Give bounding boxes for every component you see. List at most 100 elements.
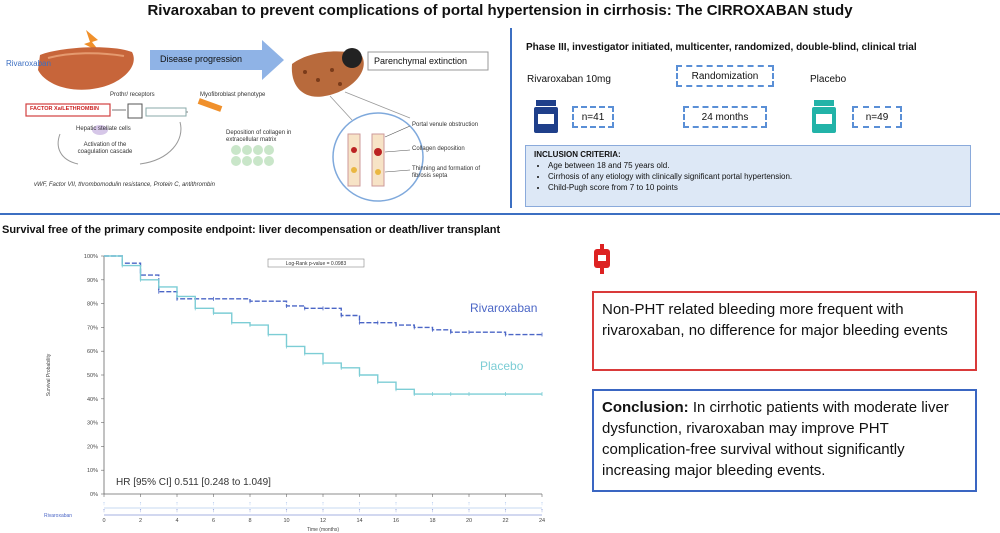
- risk-marker: ↑: [358, 508, 361, 514]
- x-tick-label: 6: [212, 518, 215, 524]
- y-tick-label: 10%: [87, 468, 98, 474]
- x-tick-label: 0: [102, 518, 105, 524]
- inclusion-item: Cirrhosis of any etiology with clinicall…: [548, 171, 962, 182]
- inclusion-item: Age between 18 and 75 years old.: [548, 160, 962, 171]
- x-tick-label: 10: [283, 518, 289, 524]
- disease-progression-label: Disease progression: [160, 54, 243, 64]
- risk-marker: ↑: [541, 501, 544, 507]
- progression-arrow: [150, 40, 284, 80]
- parenchymal-extinction-label: Parenchymal extinction: [374, 56, 468, 66]
- collagen-label: Collagen deposition: [412, 146, 465, 152]
- risk-marker: ↑: [322, 501, 325, 507]
- risk-marker: ↑: [176, 508, 179, 514]
- portal-venule-label: Portal venule obstruction: [412, 122, 479, 128]
- risk-marker: ↑: [249, 508, 252, 514]
- pill-bottle-blue-icon: [534, 100, 558, 133]
- x-tick-label: 4: [175, 518, 178, 524]
- placebo-curve: [104, 255, 542, 395]
- collagen-cells: [231, 145, 274, 166]
- pill-bottle-teal-icon: [812, 100, 836, 133]
- thinning-label: Thinning and formation of fibrosis septa: [412, 166, 481, 179]
- rivaroxaban-label: Rivaroxaban: [470, 301, 537, 315]
- risk-marker: ↑: [541, 508, 544, 514]
- x-tick-label: 22: [502, 518, 508, 524]
- myofibroblast-label: Myofibroblast phenotype: [200, 92, 266, 98]
- risk-marker: ↑: [322, 508, 325, 514]
- risk-marker: ↑: [139, 501, 142, 507]
- y-tick-label: 40%: [87, 397, 98, 403]
- risk-marker: ↑: [468, 508, 471, 514]
- n-placebo-box: n=49: [852, 106, 902, 128]
- x-tick-label: 14: [356, 518, 362, 524]
- randomization-box: Randomization: [676, 65, 774, 87]
- risk-marker: ↑: [504, 501, 507, 507]
- duration-box: 24 months: [683, 106, 767, 128]
- risk-marker: ↑: [212, 501, 215, 507]
- bleeding-box: Non-PHT related bleeding more frequent w…: [592, 291, 977, 371]
- logrank-box: [267, 258, 365, 268]
- y-tick-label: 80%: [87, 302, 98, 308]
- syringe-icon: [197, 98, 223, 112]
- risk-marker: ↑: [212, 508, 215, 514]
- y-tick-label: 50%: [87, 373, 98, 379]
- rivaroxaban-curve: [104, 255, 542, 336]
- arm-a-label: Rivaroxaban 10mg: [527, 74, 611, 85]
- inclusion-heading: INCLUSION CRITERIA:: [534, 150, 621, 159]
- x-tick-label: 8: [248, 518, 251, 524]
- y-tick-label: 70%: [87, 325, 98, 331]
- y-axis-label: Survival Probability: [46, 353, 52, 396]
- risk-marker: ↑: [395, 508, 398, 514]
- risk-marker: ↑: [176, 501, 179, 507]
- y-tick-label: 0%: [90, 492, 98, 498]
- x-tick-label: 20: [466, 518, 472, 524]
- y-tick-label: 60%: [87, 349, 98, 355]
- arm-b-label: Placebo: [810, 74, 847, 85]
- risk-marker: ↑: [504, 508, 507, 514]
- inclusion-criteria-box: INCLUSION CRITERIA: Age between 18 and 7…: [525, 145, 971, 207]
- km-title: Survival free of the primary composite e…: [2, 224, 501, 236]
- risk-row-label: Rivaroxaban: [44, 513, 72, 519]
- vertical-divider: [510, 28, 512, 208]
- x-tick-label: 12: [320, 518, 326, 524]
- risk-marker: ↑: [468, 501, 471, 507]
- x-axis-label: Time (months): [307, 527, 339, 533]
- horizontal-divider: [0, 213, 1000, 215]
- risk-marker: ↑: [285, 508, 288, 514]
- risk-marker: ↑: [395, 501, 398, 507]
- factors-note: vWF, Factor VII, thrombomodulin resistan…: [34, 182, 215, 188]
- y-tick-label: 20%: [87, 444, 98, 450]
- y-tick-label: 100%: [84, 254, 98, 260]
- y-tick-label: 30%: [87, 421, 98, 427]
- x-tick-label: 2: [139, 518, 142, 524]
- collagen-deposition-label: Deposition of collagen in extracellular …: [226, 130, 292, 143]
- conclusion-box: Conclusion: In cirrhotic patients with m…: [592, 389, 977, 492]
- mechanism-illustration: [25, 30, 489, 202]
- risk-marker: ↑: [285, 501, 288, 507]
- inclusion-list: Age between 18 and 75 years old. Cirrhos…: [534, 160, 962, 193]
- factor-label: FACTOR Xa/LETHROMBIN: [30, 106, 99, 112]
- rivaroxaban-mech-label: Rivaroxaban: [6, 59, 51, 68]
- inclusion-item: Child-Pugh score from 7 to 10 points: [548, 182, 962, 193]
- risk-marker: ↑: [103, 501, 106, 507]
- conclusion-label: Conclusion:: [602, 399, 689, 416]
- activation-label: Activation of the coagulation cascade: [77, 142, 133, 155]
- n-rivaroxaban-box: n=41: [572, 106, 614, 128]
- risk-marker: ↑: [249, 501, 252, 507]
- liver-left-icon: [38, 47, 134, 90]
- hr-text: HR [95% CI] 0.511 [0.248 to 1.049]: [116, 477, 271, 488]
- x-tick-label: 16: [393, 518, 399, 524]
- risk-marker: ↑: [103, 508, 106, 514]
- x-tick-label: 24: [539, 518, 545, 524]
- y-tick-label: 90%: [87, 278, 98, 284]
- logrank-text: Log-Rank p-value = 0.0983: [286, 261, 347, 267]
- blood-bag-icon: [594, 244, 610, 274]
- conclusion-text: In cirrhotic patients with moderate live…: [602, 399, 949, 479]
- trial-design-heading: Phase III, investigator initiated, multi…: [526, 42, 917, 53]
- risk-marker: ↑: [431, 501, 434, 507]
- bleeding-text: Non-PHT related bleeding more frequent w…: [602, 301, 948, 339]
- risk-marker: ↑: [431, 508, 434, 514]
- risk-marker: ↑: [139, 508, 142, 514]
- x-tick-label: 18: [429, 518, 435, 524]
- par-receptors-label: Prothr/ receptors: [110, 92, 155, 98]
- stellate-cells-label: Hepatic stellate cells: [76, 126, 131, 132]
